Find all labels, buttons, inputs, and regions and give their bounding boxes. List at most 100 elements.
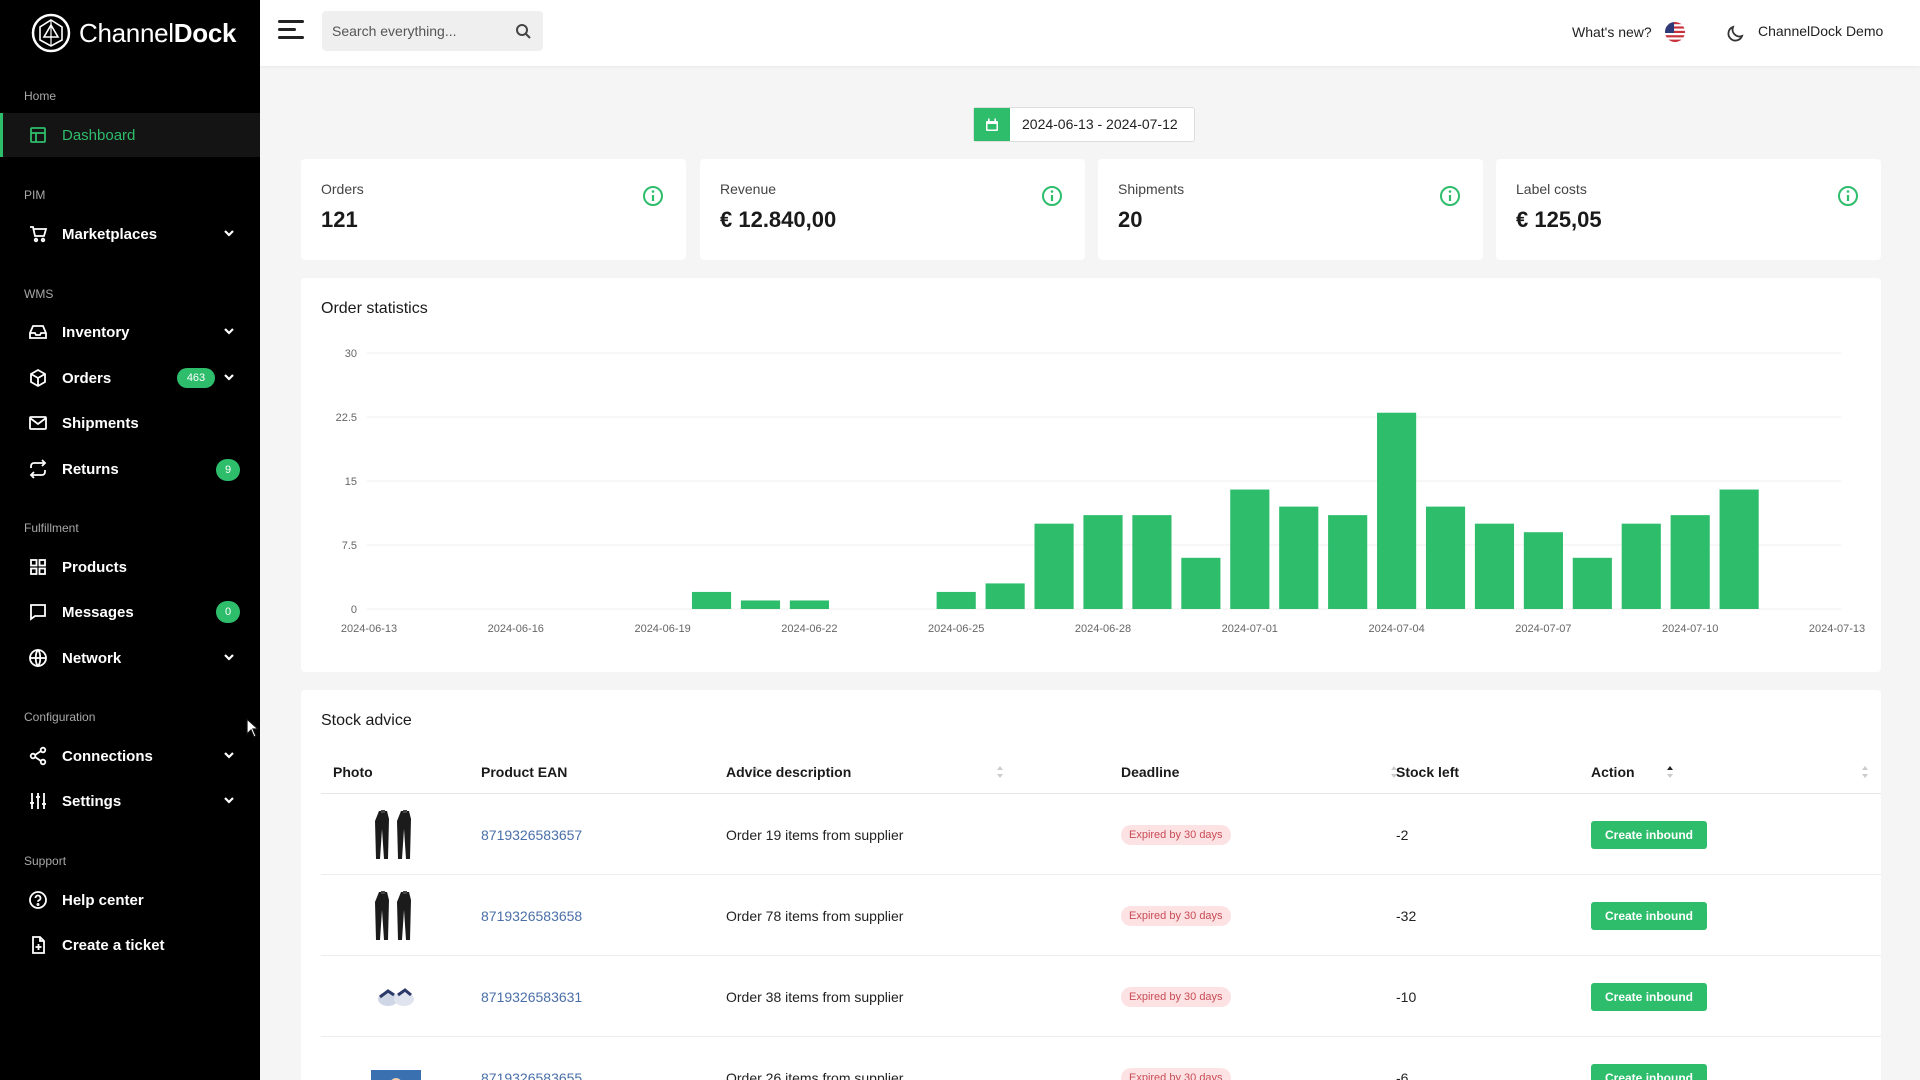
info-icon[interactable] xyxy=(642,185,664,207)
chart-bar[interactable] xyxy=(1572,557,1612,609)
search-input[interactable] xyxy=(332,23,502,39)
section-label-configuration: Configuration xyxy=(24,710,96,724)
sidebar-item-create-ticket[interactable]: Create a ticket xyxy=(0,923,260,967)
chart-bar[interactable] xyxy=(1034,523,1074,609)
column-header-action[interactable]: Action xyxy=(1591,764,1635,780)
dark-mode-icon[interactable] xyxy=(1725,22,1747,44)
chart-bar[interactable] xyxy=(1083,515,1123,609)
dashboard-icon xyxy=(28,125,48,145)
chart-bar[interactable] xyxy=(1621,523,1661,609)
sidebar-item-messages[interactable]: Messages 0 xyxy=(0,590,260,634)
create-inbound-button[interactable]: Create inbound xyxy=(1591,901,1708,930)
sidebar-item-help-center[interactable]: Help center xyxy=(0,878,260,922)
file-plus-icon xyxy=(28,935,48,955)
chart-bar[interactable] xyxy=(1132,515,1172,609)
share-icon xyxy=(28,746,48,766)
kpi-label: Shipments xyxy=(1118,181,1185,197)
us-flag-icon[interactable] xyxy=(1665,22,1685,42)
create-inbound-button[interactable]: Create inbound xyxy=(1591,982,1708,1011)
sidebar-item-orders[interactable]: Orders 463 xyxy=(0,356,260,400)
kpi-label: Revenue xyxy=(720,181,777,197)
whats-new-link[interactable]: What's new? xyxy=(1572,24,1652,40)
x-tick-label: 2024-07-07 xyxy=(1515,623,1571,635)
chart-bar[interactable] xyxy=(1328,515,1368,609)
column-header-advice-description[interactable]: Advice description xyxy=(726,764,852,780)
chart-bar[interactable] xyxy=(1719,489,1759,609)
deadline-badge: Expired by 30 days xyxy=(1121,986,1231,1007)
column-header-stock-left[interactable]: Stock left xyxy=(1396,764,1460,780)
sort-icon[interactable] xyxy=(751,765,759,779)
sidebar-item-label: Settings xyxy=(62,792,122,810)
account-menu[interactable]: ChannelDock Demo xyxy=(1758,23,1884,39)
sidebar-item-label: Help center xyxy=(62,891,144,909)
sort-icon[interactable] xyxy=(1861,765,1869,779)
sidebar-item-network[interactable]: Network xyxy=(0,636,260,680)
search-box[interactable] xyxy=(322,11,543,51)
sidebar-item-label: Messages xyxy=(62,603,134,621)
chart-bar[interactable] xyxy=(1425,506,1466,609)
chevron-down-icon xyxy=(222,226,236,240)
search-icon[interactable] xyxy=(515,23,531,39)
chart-bar[interactable] xyxy=(1230,489,1270,609)
sort-icon[interactable] xyxy=(996,765,1004,779)
x-tick-label: 2024-06-28 xyxy=(1075,623,1131,635)
order-statistics-chart: 0 7.5 15 22.5 30 2024-06-13 2024-06-16 2024-06-… xyxy=(336,348,1866,635)
sidebar-item-marketplaces[interactable]: Marketplaces xyxy=(0,212,260,256)
product-ean-link[interactable]: 8719326583631 xyxy=(481,988,583,1005)
chart-bar[interactable] xyxy=(740,600,781,609)
section-label-home: Home xyxy=(24,89,57,103)
messages-count-badge: 0 xyxy=(216,601,240,623)
info-icon[interactable] xyxy=(1837,185,1859,207)
chart-bar[interactable] xyxy=(936,591,976,609)
sidebar-item-label: Products xyxy=(62,558,128,576)
sidebar-item-inventory[interactable]: Inventory xyxy=(0,310,260,354)
x-tick-label: 2024-07-04 xyxy=(1368,623,1424,635)
sort-ascending-icon[interactable] xyxy=(1666,765,1674,779)
create-inbound-button[interactable]: Create inbound xyxy=(1591,820,1708,849)
create-inbound-button[interactable]: Create inbound xyxy=(1591,1063,1708,1080)
calendar-icon[interactable] xyxy=(974,108,1010,141)
menu-icon[interactable] xyxy=(278,20,304,42)
chart-bar[interactable] xyxy=(1377,412,1417,609)
sidebar-item-label: Shipments xyxy=(62,414,139,432)
sort-icon[interactable] xyxy=(1390,765,1398,779)
sidebar-item-returns[interactable]: Returns 9 xyxy=(0,447,260,491)
orders-count-badge: 463 xyxy=(177,368,215,388)
y-tick-label: 7.5 xyxy=(342,540,357,552)
product-ean-link[interactable]: 8719326583658 xyxy=(481,907,583,924)
top-bar: What's new? ChannelDock Demo xyxy=(260,0,1920,66)
date-range-picker[interactable]: 2024-06-13 - 2024-07-12 xyxy=(973,107,1195,142)
sidebar-item-connections[interactable]: Connections xyxy=(0,734,260,778)
column-header-deadline[interactable]: Deadline xyxy=(1121,764,1180,780)
kpi-label: Orders xyxy=(321,181,364,197)
sidebar-item-dashboard[interactable]: Dashboard xyxy=(0,113,260,157)
globe-icon xyxy=(28,648,48,668)
column-header-product-ean[interactable]: Product EAN xyxy=(481,764,568,780)
logo[interactable]: ChannelDock xyxy=(31,12,236,54)
stock-left-value: -32 xyxy=(1396,907,1417,924)
product-ean-link[interactable]: 8719326583655 xyxy=(481,1069,583,1080)
chart-bar[interactable] xyxy=(789,600,829,609)
column-header-photo[interactable]: Photo xyxy=(333,764,373,780)
sidebar-item-settings[interactable]: Settings xyxy=(0,779,260,823)
info-icon[interactable] xyxy=(1041,185,1063,207)
advice-description: Order 38 items from supplier xyxy=(726,988,904,1005)
table-row: 8719326583657 Order 19 items from supplie… xyxy=(321,794,1881,875)
returns-count-badge: 9 xyxy=(216,459,240,481)
inbox-icon xyxy=(28,322,48,342)
chart-bar[interactable] xyxy=(1279,506,1319,609)
section-label-fulfillment: Fulfillment xyxy=(24,521,79,535)
product-ean-link[interactable]: 8719326583657 xyxy=(481,826,583,843)
table-header: Photo Product EAN Advice description Dea… xyxy=(321,750,1881,794)
chart-bar[interactable] xyxy=(1523,532,1563,609)
chart-bar[interactable] xyxy=(985,583,1025,609)
sidebar-item-shipments[interactable]: Shipments xyxy=(0,401,260,445)
sidebar-item-products[interactable]: Products xyxy=(0,545,260,589)
chart-bar[interactable] xyxy=(1181,557,1221,609)
chart-bar[interactable] xyxy=(691,591,732,609)
info-icon[interactable] xyxy=(1439,185,1461,207)
chart-bar[interactable] xyxy=(1474,523,1515,609)
message-icon xyxy=(28,602,48,622)
chart-bar[interactable] xyxy=(1670,515,1710,609)
repeat-icon xyxy=(28,459,48,479)
